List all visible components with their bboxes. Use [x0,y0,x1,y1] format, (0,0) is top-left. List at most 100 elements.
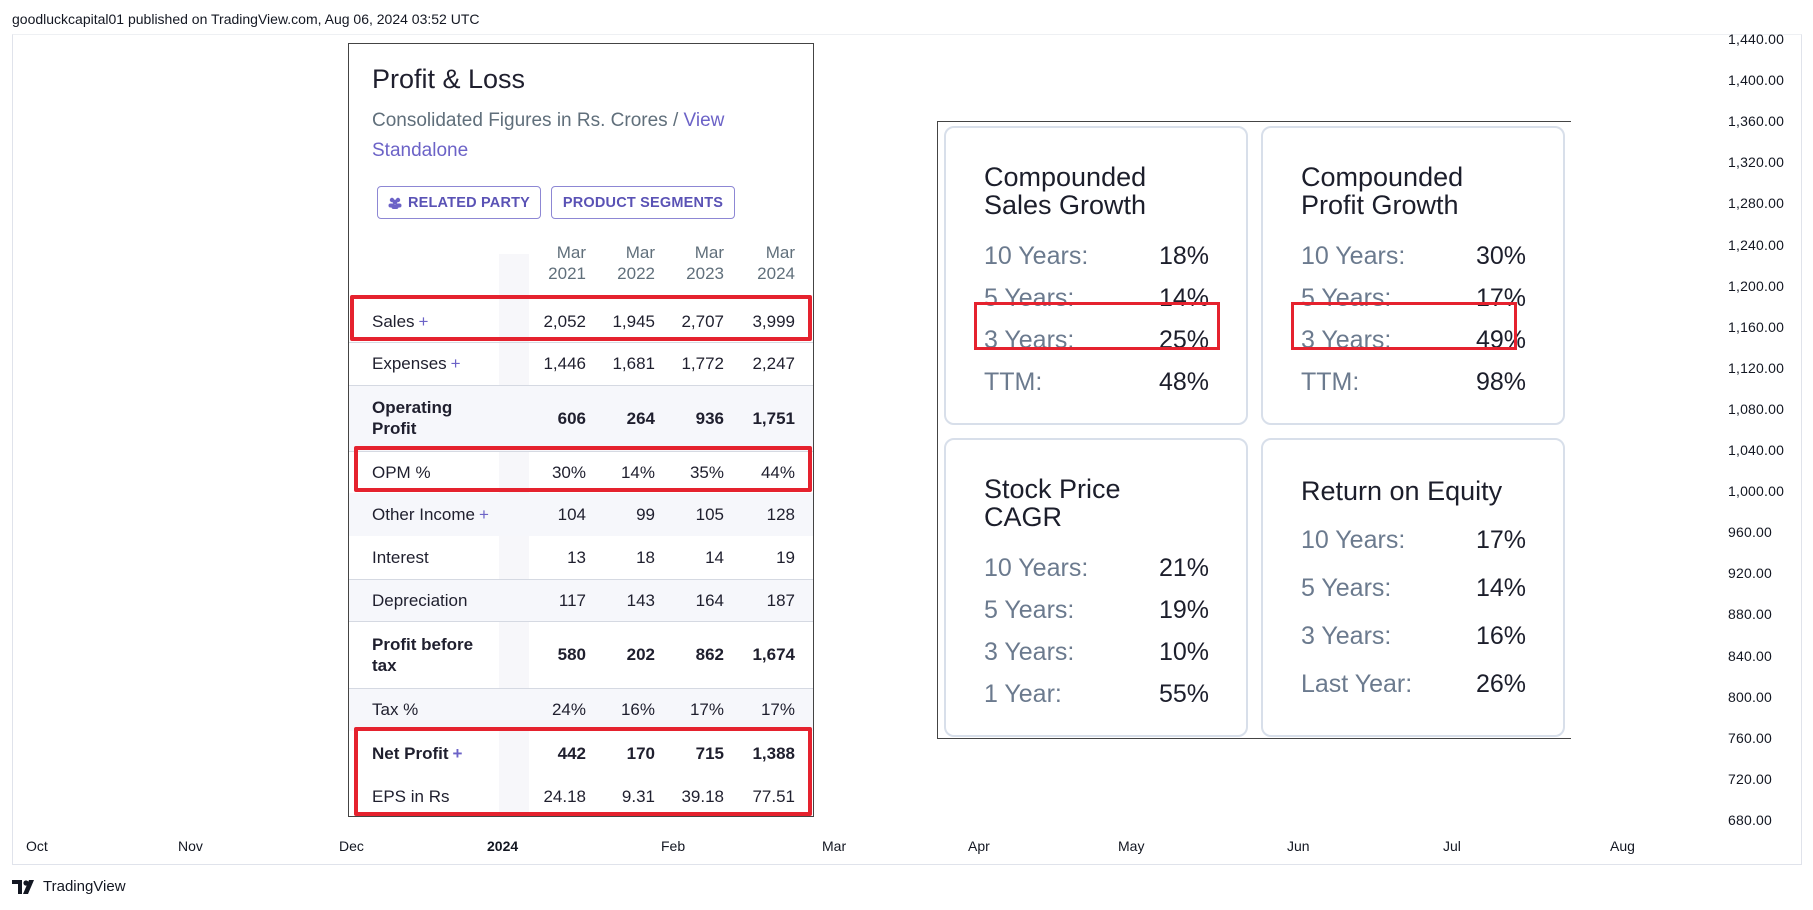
row-label: Profit before tax [372,634,487,676]
row-label-text: OPM % [372,462,431,482]
table-row: Other Income +104 99 105 128 [349,493,813,536]
row-label-text: Net Profit [372,743,449,763]
growth-panel: Compounded Sales Growth 10 Years: 18% 5 Yea… [937,121,1571,739]
expand-plus-icon[interactable]: + [452,743,463,763]
expand-plus-icon[interactable]: + [479,505,489,524]
related-party-label: RELATED PARTY [407,194,531,211]
column-header-month: Mar [694,243,724,262]
row-label[interactable]: Expenses + [372,353,461,374]
row-label-text: Profit before tax [372,634,474,675]
time-axis-label: 2024 [487,838,519,854]
table-row: OPM % 30% 14% 35% 44% [349,451,813,493]
cell-value: 117 [558,590,586,610]
row-label-text: EPS in Rs [372,787,450,806]
cell-value: 164 [695,590,724,610]
card-title: Stock Price CAGR [984,475,1121,531]
metric-label: 10 Years: [1301,526,1406,554]
table-row: Expenses +1,446 1,681 1,772 2,247 [349,342,813,385]
view-standalone-link[interactable]: View Standalone [372,110,725,161]
metric-value: 16% [1475,622,1526,650]
metric-value: 21% [1158,554,1209,582]
row-divider [349,621,813,622]
cell-value: 202 [626,645,655,664]
price-axis-label: 960.00 [1728,524,1773,541]
column-header: Mar 2021 [516,242,586,284]
card-title: Return on Equity [1301,477,1502,505]
metric-label: TTM: [1301,368,1360,396]
cell-value: 104 [557,505,586,524]
time-axis[interactable]: Oct Nov Dec 2024 Feb Mar Apr May Jun Jul Aug [0,838,1813,858]
price-axis-label: 1,360.00 [1728,113,1785,130]
time-axis-label: Aug [1610,838,1635,854]
price-axis-label: 1,240.00 [1728,236,1785,253]
price-axis-label: 1,440.00 [1728,31,1785,47]
card-title-line: Compounded [984,162,1147,192]
cell-value: 264 [626,408,655,428]
table-row: Sales +2,052 1,945 2,707 3,999 [349,300,813,343]
tradingview-logo[interactable]: TradingView [12,878,126,895]
cell-value: 17% [689,700,724,719]
metric-value: 26% [1475,670,1526,698]
column-header-month: Mar [556,243,586,262]
metric-label: 1 Year: [984,680,1062,708]
table-row: EPS in Rs 24.18 9.31 39.18 77.51 [349,775,813,816]
metric-value: 14% [1158,284,1209,312]
card-title-line: Sales Growth [984,190,1147,220]
time-axis-label: Feb [661,838,686,854]
tradingview-brand: TradingView [43,878,126,895]
row-divider [349,579,813,580]
metric-label: 5 Years: [984,284,1075,312]
time-axis-label: Jul [1443,838,1461,854]
metric-label: 3 Years: [984,638,1075,666]
cell-value: 30% [551,462,586,482]
row-label[interactable]: Sales + [372,311,428,332]
card-title-line: Return on Equity [1301,476,1503,506]
column-header-year: 2024 [757,264,795,283]
related-party-button[interactable]: RELATED PARTY [377,186,541,219]
cell-value: 1,446 [543,354,586,373]
column-header-year: 2022 [617,264,655,283]
cell-value: 2,052 [543,312,586,331]
cell-value: 44% [760,462,795,482]
row-label[interactable]: Other Income + [372,504,489,525]
price-axis[interactable]: 1,440.00 1,400.00 1,360.00 1,320.00 1,280.00… [1728,31,1813,834]
column-header-year: 2023 [686,264,724,283]
column-header: Mar 2024 [725,242,795,284]
return-on-equity-card: Return on Equity 10 Years: 17% 5 Years: 14%… [1261,438,1565,737]
cell-value: 24% [551,700,586,719]
price-axis-label: 920.00 [1728,565,1773,582]
row-label-text: Operating Profit [372,398,453,438]
table-row: Depreciation 117 143 164 187 [349,579,813,621]
table-row: Net Profit +442 170 715 1,388 [349,731,813,775]
metric-value: 19% [1158,596,1209,624]
price-axis-label: 1,400.00 [1728,72,1785,89]
price-axis-label: 680.00 [1728,811,1773,828]
price-axis-label: 1,000.00 [1728,483,1785,500]
table-row: Profit before tax 580 202 862 1,674 [349,621,813,688]
metric-label: 5 Years: [984,596,1075,624]
metric-label: 10 Years: [984,554,1089,582]
highlight-box [1291,302,1517,350]
card-title-line: Profit Growth [1301,190,1459,220]
time-axis-label: Oct [26,838,48,854]
expand-plus-icon[interactable]: + [418,312,429,331]
price-axis-label: 1,200.00 [1728,277,1785,294]
price-axis-label: 1,280.00 [1728,195,1785,212]
metric-value: 10% [1158,638,1209,666]
row-label[interactable]: Net Profit + [372,743,462,764]
time-axis-label: May [1118,838,1145,854]
metric-label: 10 Years: [984,242,1089,270]
row-label-text: Sales [372,312,415,331]
cell-value: 18 [636,548,655,567]
expand-plus-icon[interactable]: + [450,354,461,373]
cell-value: 580 [557,645,586,664]
row-label: Depreciation [372,590,467,611]
column-header-month: Mar [765,243,795,262]
cell-value: 1,674 [752,645,795,664]
metric-value: 17% [1475,284,1526,312]
cell-value: 35% [689,462,724,482]
cell-value: 1,772 [681,354,724,373]
product-segments-button[interactable]: PRODUCT SEGMENTS [551,186,735,219]
price-axis-label: 1,120.00 [1728,359,1785,376]
table-row: Interest 13 18 14 19 [349,536,813,579]
